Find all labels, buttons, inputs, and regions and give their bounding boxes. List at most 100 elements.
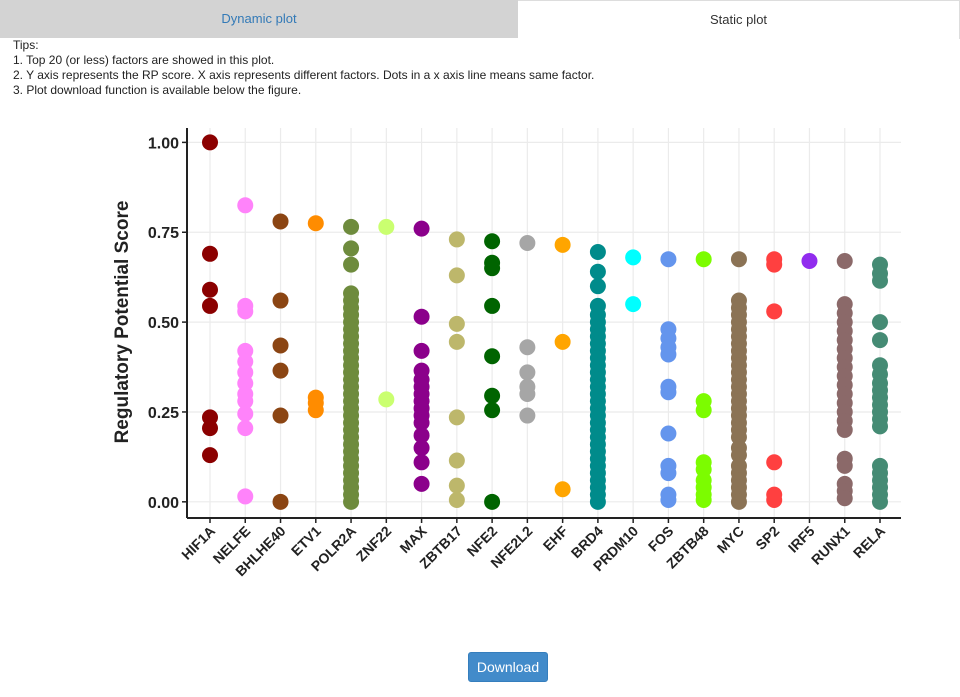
point — [413, 454, 430, 471]
point — [872, 418, 888, 435]
point — [872, 332, 888, 349]
point — [730, 251, 747, 268]
point — [484, 233, 501, 250]
point — [378, 391, 395, 408]
point — [448, 333, 465, 350]
chart: Regulatory Potential Score 0.00 0.25 0.50 0… — [112, 128, 901, 579]
tab[interactable]: Dynamic plot — [0, 0, 518, 38]
x-tick-label: MYC — [714, 523, 747, 556]
point — [660, 251, 677, 268]
point — [413, 342, 430, 359]
point — [872, 493, 888, 510]
point — [836, 421, 853, 438]
point — [237, 197, 254, 214]
point — [307, 402, 324, 419]
point — [343, 256, 360, 273]
point — [695, 492, 712, 509]
point — [413, 427, 430, 444]
point — [413, 439, 430, 456]
point — [589, 263, 606, 280]
point — [413, 220, 430, 237]
point — [660, 425, 677, 442]
point — [766, 303, 783, 320]
point — [519, 364, 536, 381]
point — [836, 457, 853, 474]
tip-line: 2. Y axis represents the RP score. X axi… — [13, 68, 595, 82]
download-button[interactable]: Download — [468, 652, 548, 682]
point — [237, 488, 254, 505]
point — [766, 492, 783, 509]
point — [237, 420, 254, 437]
point — [695, 251, 712, 268]
point — [589, 493, 606, 510]
point — [413, 308, 430, 325]
point — [660, 465, 677, 482]
point — [413, 475, 430, 492]
point — [484, 348, 501, 365]
point — [448, 492, 465, 509]
point — [836, 252, 853, 269]
point — [448, 452, 465, 469]
tips: Tips: 1. Top 20 (or less) factors are sh… — [13, 38, 594, 98]
point — [272, 213, 289, 230]
point — [484, 493, 501, 510]
x-tick-label: FOS — [645, 523, 677, 555]
point — [554, 481, 571, 498]
x-tick-label: RUNX1 — [808, 523, 853, 568]
x-tick-label: SP2 — [752, 523, 782, 553]
point — [872, 272, 888, 289]
point — [660, 346, 677, 363]
point — [695, 402, 712, 419]
point — [484, 297, 501, 314]
point — [519, 385, 536, 402]
tip-line: 1. Top 20 (or less) factors are showed i… — [13, 53, 275, 67]
point — [484, 402, 501, 419]
point — [484, 260, 501, 277]
point — [272, 337, 289, 354]
point — [519, 235, 536, 252]
point — [448, 267, 465, 284]
point — [272, 407, 289, 424]
point — [272, 493, 289, 510]
y-tick-label: 0.25 — [148, 405, 179, 422]
point — [272, 292, 289, 309]
point — [872, 314, 888, 331]
point — [413, 414, 430, 431]
point — [237, 405, 254, 422]
point — [202, 281, 218, 298]
point — [484, 387, 501, 404]
x-tick-label: EHF — [540, 522, 571, 553]
point — [272, 362, 289, 379]
y-axis-label: Regulatory Potential Score — [112, 201, 133, 444]
point — [448, 477, 465, 494]
point — [448, 409, 465, 426]
y-tick-label: 0.00 — [148, 495, 179, 512]
y-tick-label: 1.00 — [148, 135, 179, 152]
y-tick-label: 0.75 — [148, 225, 179, 242]
point — [343, 240, 360, 257]
point — [519, 407, 536, 424]
point — [766, 256, 783, 273]
point — [343, 218, 360, 235]
point — [625, 249, 642, 266]
point — [237, 393, 254, 410]
tip-line: Tips: — [13, 38, 39, 52]
point — [202, 245, 218, 262]
point — [448, 315, 465, 332]
point — [343, 493, 360, 510]
point — [660, 492, 677, 509]
point — [766, 454, 783, 471]
point — [202, 420, 218, 437]
y-tick-label: 0.50 — [148, 315, 179, 332]
point — [589, 278, 606, 295]
point — [625, 296, 642, 313]
point — [519, 339, 536, 356]
point — [307, 215, 324, 232]
x-tick-label: RELA — [850, 523, 888, 561]
point — [202, 297, 218, 314]
point — [448, 231, 465, 248]
point — [836, 490, 853, 507]
x-tick-label: ZNF22 — [353, 523, 395, 565]
point — [589, 244, 606, 261]
